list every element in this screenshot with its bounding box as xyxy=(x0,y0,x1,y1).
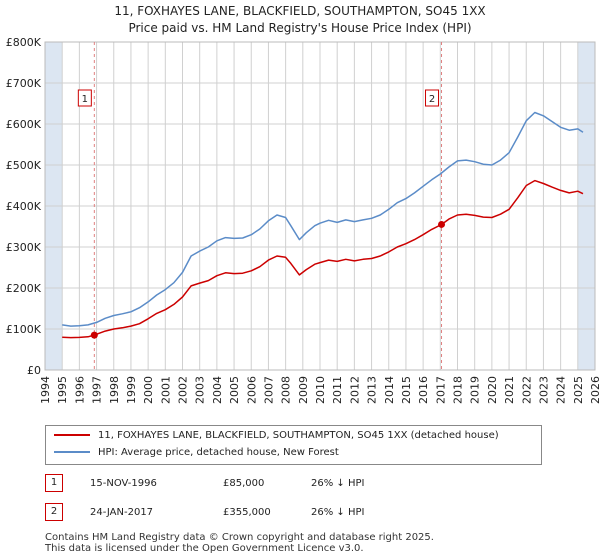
y-tick-label: £700K xyxy=(6,77,42,90)
sale-price: £355,000 xyxy=(223,507,271,518)
x-tick-label: 2011 xyxy=(331,376,344,404)
footer-copyright: Contains HM Land Registry data © Crown c… xyxy=(45,532,434,543)
x-tick-label: 2004 xyxy=(211,376,224,404)
x-tick-label: 2012 xyxy=(348,376,361,404)
sale-number-badge: 1 xyxy=(45,474,63,492)
price-paid-series-line xyxy=(62,179,584,339)
legend-item-hpi: HPI: Average price, detached house, New … xyxy=(54,445,339,461)
y-tick-label: £500K xyxy=(6,159,42,172)
legend-label-price-paid: 11, FOXHAYES LANE, BLACKFIELD, SOUTHAMPT… xyxy=(98,430,499,441)
x-tick-label: 2013 xyxy=(366,376,379,404)
x-tick-label: 1999 xyxy=(125,376,138,404)
legend-swatch-price-paid xyxy=(54,434,90,436)
x-tick-label: 2010 xyxy=(314,376,327,404)
y-tick-label: £800K xyxy=(6,36,42,49)
hpi-series-line xyxy=(62,111,584,327)
legend: 11, FOXHAYES LANE, BLACKFIELD, SOUTHAMPT… xyxy=(45,425,542,465)
y-tick-label: £400K xyxy=(6,200,42,213)
legend-label-hpi: HPI: Average price, detached house, New … xyxy=(98,447,339,458)
x-tick-label: 2015 xyxy=(400,376,413,404)
chart-title-line1: 11, FOXHAYES LANE, BLACKFIELD, SOUTHAMPT… xyxy=(114,4,486,18)
x-tick-label: 2016 xyxy=(417,376,430,404)
sale-point xyxy=(90,331,98,339)
x-tick-label: 2024 xyxy=(555,376,568,404)
x-tick-label: 1998 xyxy=(108,376,121,404)
x-tick-label: 2026 xyxy=(589,376,600,404)
x-tick-label: 2009 xyxy=(297,376,310,404)
x-tick-label: 2017 xyxy=(434,376,447,404)
x-tick-label: 2005 xyxy=(228,376,241,404)
sale-label-number: 2 xyxy=(429,94,435,105)
x-tick-label: 2003 xyxy=(194,376,207,404)
footer-licence: This data is licensed under the Open Gov… xyxy=(45,543,364,554)
sale-label-box xyxy=(77,89,92,107)
x-tick-label: 2008 xyxy=(280,376,293,404)
x-tick-label: 2019 xyxy=(469,376,482,404)
x-tick-label: 2020 xyxy=(486,376,499,404)
y-tick-label: £100K xyxy=(6,323,42,336)
sale-label-number: 1 xyxy=(82,94,88,105)
x-tick-label: 2021 xyxy=(503,376,516,404)
x-tick-label: 1994 xyxy=(39,376,52,404)
chart-title-line2: Price paid vs. HM Land Registry's House … xyxy=(128,21,472,35)
x-tick-label: 2002 xyxy=(177,376,190,404)
x-tick-label: 2018 xyxy=(452,376,465,404)
x-tick-label: 1996 xyxy=(73,376,86,404)
x-tick-label: 2014 xyxy=(383,376,396,404)
sale-vs-hpi: 26% ↓ HPI xyxy=(311,478,365,489)
x-tick-label: 2022 xyxy=(520,376,533,404)
sale-date: 15-NOV-1996 xyxy=(90,478,157,489)
x-tick-label: 1995 xyxy=(56,376,69,404)
sale-date: 24-JAN-2017 xyxy=(90,507,154,518)
x-tick-label: 1997 xyxy=(91,376,104,404)
x-tick-label: 2000 xyxy=(142,376,155,404)
legend-swatch-hpi xyxy=(54,451,90,453)
y-tick-label: £200K xyxy=(6,282,42,295)
x-tick-label: 2001 xyxy=(159,376,172,404)
x-tick-label: 2007 xyxy=(262,376,275,404)
y-tick-label: £600K xyxy=(6,118,42,131)
legend-item-price-paid: 11, FOXHAYES LANE, BLACKFIELD, SOUTHAMPT… xyxy=(54,428,499,444)
y-tick-label: £0 xyxy=(27,364,41,377)
x-tick-label: 2023 xyxy=(537,376,550,404)
x-tick-label: 2025 xyxy=(572,376,585,404)
sale-label-box xyxy=(425,89,440,107)
sale-point xyxy=(438,220,446,228)
x-tick-label: 2006 xyxy=(245,376,258,404)
plot-border xyxy=(44,41,596,371)
sale-number-badge: 2 xyxy=(45,503,63,521)
price-chart: £0 £100K £200K £300K £400K £500K £600K £700K £80… xyxy=(6,36,600,404)
sale-price: £85,000 xyxy=(223,478,265,489)
sale-vs-hpi: 26% ↓ HPI xyxy=(311,507,365,518)
y-tick-label: £300K xyxy=(6,241,42,254)
